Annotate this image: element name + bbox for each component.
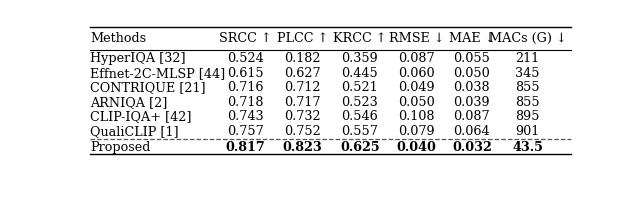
Text: 0.823: 0.823 (283, 141, 323, 154)
Text: CLIP-IQA+ [42]: CLIP-IQA+ [42] (90, 110, 191, 123)
Text: Methods: Methods (90, 32, 146, 45)
Text: 855: 855 (515, 81, 540, 94)
Text: 0.079: 0.079 (399, 125, 435, 138)
Text: 0.524: 0.524 (227, 52, 264, 65)
Text: 0.521: 0.521 (341, 81, 378, 94)
Text: 0.087: 0.087 (454, 110, 490, 123)
Text: 0.108: 0.108 (399, 110, 435, 123)
Text: 0.060: 0.060 (399, 67, 435, 80)
Text: Effnet-2C-MLSP [44]: Effnet-2C-MLSP [44] (90, 67, 225, 80)
Text: KRCC ↑: KRCC ↑ (333, 32, 387, 45)
Text: 0.557: 0.557 (341, 125, 378, 138)
Text: 0.743: 0.743 (227, 110, 264, 123)
Text: 0.445: 0.445 (341, 67, 378, 80)
Text: 855: 855 (515, 96, 540, 109)
Text: 0.717: 0.717 (284, 96, 321, 109)
Text: 0.050: 0.050 (399, 96, 435, 109)
Text: PLCC ↑: PLCC ↑ (277, 32, 328, 45)
Text: 211: 211 (516, 52, 540, 65)
Text: 0.732: 0.732 (284, 110, 321, 123)
Text: 345: 345 (515, 67, 540, 80)
Text: 895: 895 (515, 110, 540, 123)
Text: 0.040: 0.040 (397, 141, 436, 154)
Text: MAE ↓: MAE ↓ (449, 32, 495, 45)
Text: 0.716: 0.716 (227, 81, 264, 94)
Text: 0.055: 0.055 (453, 52, 490, 65)
Text: RMSE ↓: RMSE ↓ (389, 32, 444, 45)
Text: 43.5: 43.5 (512, 141, 543, 154)
Text: 0.752: 0.752 (284, 125, 321, 138)
Text: 0.359: 0.359 (341, 52, 378, 65)
Text: 0.817: 0.817 (226, 141, 266, 154)
Text: Proposed: Proposed (90, 141, 150, 154)
Text: 0.757: 0.757 (227, 125, 264, 138)
Text: CONTRIQUE [21]: CONTRIQUE [21] (90, 81, 205, 94)
Text: 0.032: 0.032 (452, 141, 492, 154)
Text: 901: 901 (515, 125, 540, 138)
Text: HyperIQA [32]: HyperIQA [32] (90, 52, 186, 65)
Text: 0.523: 0.523 (341, 96, 378, 109)
Text: 0.712: 0.712 (284, 81, 321, 94)
Text: 0.627: 0.627 (284, 67, 321, 80)
Text: 0.615: 0.615 (227, 67, 264, 80)
Text: 0.718: 0.718 (227, 96, 264, 109)
Text: 0.087: 0.087 (399, 52, 435, 65)
Text: 0.038: 0.038 (454, 81, 490, 94)
Text: MACs (G) ↓: MACs (G) ↓ (489, 32, 566, 45)
Text: 0.182: 0.182 (284, 52, 321, 65)
Text: 0.625: 0.625 (340, 141, 380, 154)
Text: 0.039: 0.039 (454, 96, 490, 109)
Text: ARNIQA [2]: ARNIQA [2] (90, 96, 167, 109)
Text: 0.064: 0.064 (454, 125, 490, 138)
Text: 0.050: 0.050 (454, 67, 490, 80)
Text: QualiCLIP [1]: QualiCLIP [1] (90, 125, 179, 138)
Text: 0.049: 0.049 (399, 81, 435, 94)
Text: 0.546: 0.546 (341, 110, 378, 123)
Text: SRCC ↑: SRCC ↑ (220, 32, 272, 45)
